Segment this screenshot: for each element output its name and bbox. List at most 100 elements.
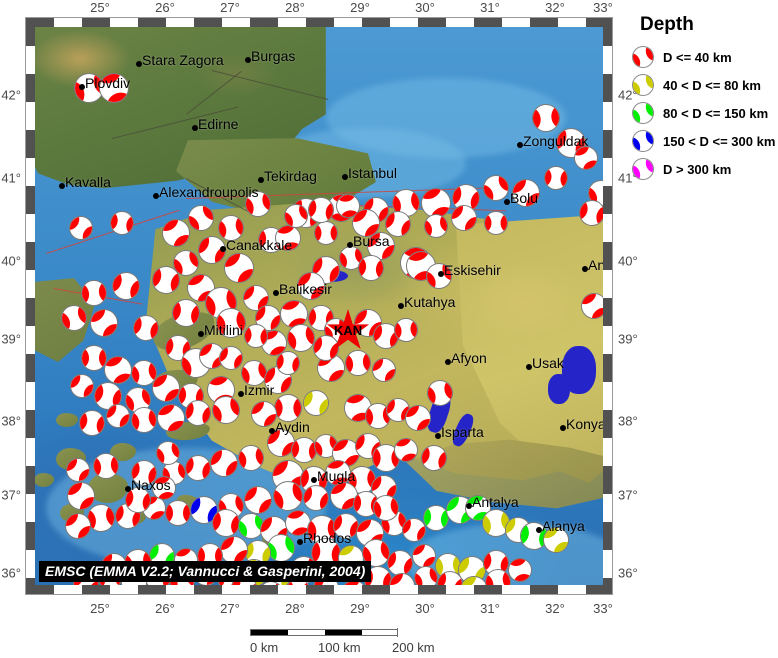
frame-tick [26,466,35,494]
beachball-quadrant [81,226,94,239]
beachball-icon [628,42,658,72]
legend-item-0[interactable]: D <= 40 km [628,42,778,72]
frame-ticks-left [26,18,35,594]
axis-tick-top-8: 33° [593,0,613,15]
city-label: Bursa [353,233,390,249]
beachball-symbol[interactable] [251,401,277,427]
city-dot-icon [445,359,451,365]
city-label: Plovdiv [85,75,131,91]
beachball-quadrant [413,544,425,556]
axis-tick-left-0: 42° [1,87,21,103]
legend-item-4[interactable]: D > 300 km [628,154,778,184]
frame-tick [26,298,35,326]
city-dot-icon [79,84,85,90]
frame-tick [250,585,278,594]
city-label: Tekirdag [264,168,317,184]
city-label: Aydin [275,419,310,435]
beachball-quadrant [582,292,597,306]
beachball-quadrant [173,233,189,249]
frame-tick [603,354,612,382]
attribution-text: EMSC (EMMA V2.2; Vannucci & Gasperini, 2… [39,561,372,582]
beachball-quadrant [252,402,264,414]
city-dot-icon [536,527,542,533]
beachball-quadrant [630,81,643,95]
city-label: Izmir [244,382,275,398]
city-dot-icon [582,266,588,272]
legend-item-label: D <= 40 km [663,49,732,65]
legend-item-1[interactable]: 40 < D <= 80 km [628,70,778,100]
axis-tick-top-1: 26° [155,0,175,15]
beachball-quadrant [296,205,311,220]
city-dot-icon [153,193,159,199]
frame-tick [603,242,612,270]
city-label: Bolu [510,190,539,206]
beachball-quadrant [450,206,464,220]
beachball-icon [628,70,658,100]
map-canvas[interactable]: Stara Zagora Burgas Plovdiv Edirne Kavalla Al… [26,18,612,594]
axis-tick-bottom-0: 25° [90,601,110,616]
axis-tick-top-0: 25° [90,0,110,15]
frame-tick [194,585,222,594]
axis-tick-left-3: 39° [1,331,21,347]
legend-item-2[interactable]: 80 < D <= 150 km [628,98,778,128]
city-label: Edirne [198,116,239,132]
city-dot-icon [526,364,532,370]
axis-tick-bottom-5: 30° [415,601,435,616]
frame-tick [306,18,334,27]
city-dot-icon [125,486,131,492]
frame-tick [138,18,166,27]
beachball-quadrant [158,402,175,418]
frame-tick [138,585,166,594]
city-dot-icon [517,142,523,148]
beachball-quadrant [445,497,460,512]
axis-tick-left-2: 40° [1,253,21,269]
beachball-quadrant [78,526,90,538]
beachball-quadrant [643,103,656,117]
beachball-quadrant [383,399,398,414]
frame-tick [586,585,612,594]
scale-seg-2 [325,630,362,635]
beachball-quadrant [643,159,656,173]
frame-tick [26,18,54,27]
frame-tick [26,130,35,158]
beachball-symbol[interactable] [65,513,91,539]
city-dot-icon [560,425,566,431]
beachball-quadrant [78,469,90,481]
beachball-quadrant [352,434,368,451]
city-dot-icon [136,61,142,67]
beachball-quadrant [221,537,234,550]
city-dot-icon [435,433,441,439]
city-label: Balikesir [279,281,332,297]
beachball-quadrant [242,286,256,301]
frame-tick [418,585,446,594]
island-mykonos [110,443,136,461]
frame-tick [586,18,612,27]
beachball-icon [628,98,658,128]
frame-tick [474,585,502,594]
city-label: Kavalla [65,174,111,190]
city-label: Isparta [441,424,484,440]
city-dot-icon [347,242,353,248]
map-frame[interactable]: Stara Zagora Burgas Plovdiv Edirne Kavalla Al… [25,17,613,595]
city-label: Mitilini [204,322,243,338]
frame-ticks-bottom [26,585,612,594]
legend-item-3[interactable]: 150 < D <= 300 km [628,126,778,156]
beachball-quadrant [237,268,253,284]
beachball-quadrant [79,496,94,511]
axis-tick-right-6: 36° [618,565,638,581]
beachball-icon [628,154,658,184]
axis-tick-right-2: 40° [618,253,638,269]
axis-tick-bottom-2: 27° [220,601,240,616]
legend-item-label: 150 < D <= 300 km [663,133,776,149]
city-label: Burgas [251,48,296,64]
beachball-quadrant [328,368,344,384]
frame-tick [603,578,612,594]
legend-item-label: 40 < D <= 80 km [663,77,761,93]
city-dot-icon [238,391,244,397]
city-dot-icon [297,539,303,545]
axis-tick-bottom-1: 26° [155,601,175,616]
city-label: Naxos [131,477,171,493]
legend-rows: D <= 40 km 40 < D <= 80 km 80 < D <= 150 k… [628,42,778,184]
city-label: Eskisehir [444,262,501,278]
